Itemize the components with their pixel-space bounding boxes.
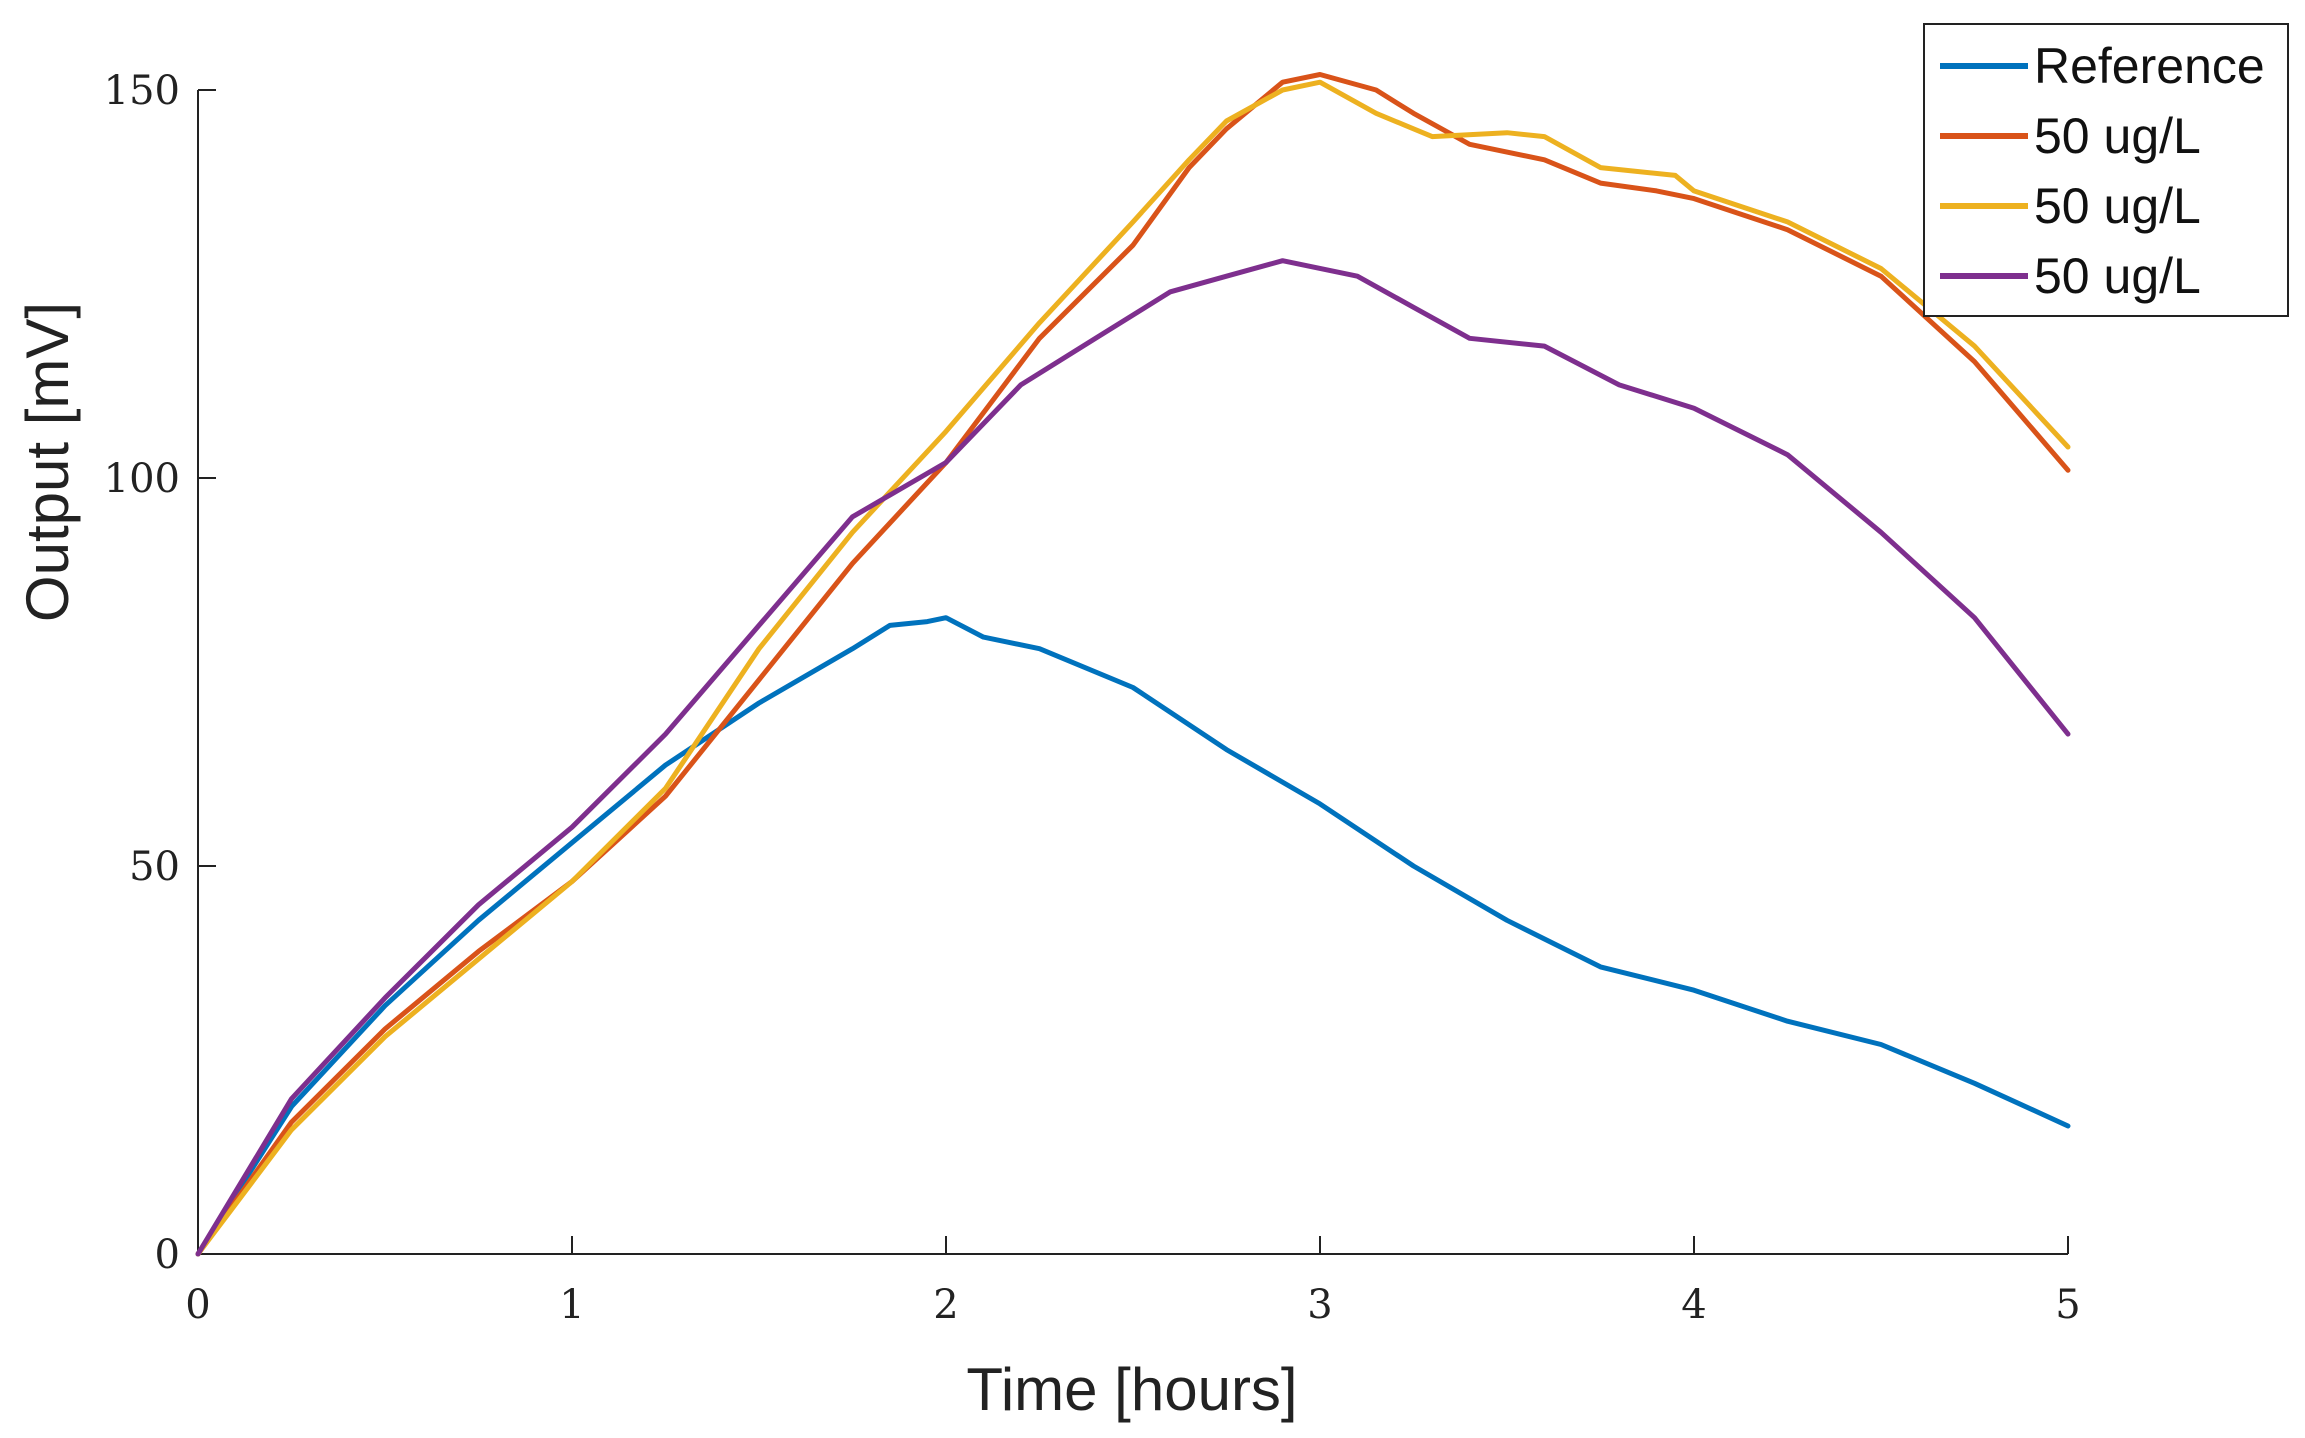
x-tick-label: 0 bbox=[185, 1282, 210, 1328]
x-tick-label: 1 bbox=[559, 1282, 584, 1328]
series-line-4 bbox=[195, 258, 2071, 1257]
series-line-3 bbox=[195, 79, 2071, 1257]
legend-box bbox=[1923, 23, 2289, 317]
x-tick-label: 5 bbox=[2055, 1282, 2080, 1328]
y-tick-label: 50 bbox=[129, 844, 180, 890]
series-line-1 bbox=[195, 615, 2071, 1257]
legend-label-2: 50 ug/L bbox=[2034, 108, 2201, 164]
series-line-2 bbox=[195, 72, 2071, 1257]
x-tick-label: 2 bbox=[933, 1282, 958, 1328]
legend: Reference 50 ug/L 50 ug/L 50 ug/L bbox=[1923, 23, 2289, 317]
x-axis-title: Time [hours] bbox=[966, 1356, 1297, 1423]
y-tick-label: 150 bbox=[104, 68, 180, 114]
x-tick-label: 4 bbox=[1681, 1282, 1706, 1328]
legend-label-1: Reference bbox=[2034, 38, 2265, 94]
y-tick-label: 0 bbox=[155, 1232, 180, 1278]
x-tick-label: 3 bbox=[1307, 1282, 1332, 1328]
legend-label-4: 50 ug/L bbox=[2034, 248, 2201, 304]
y-tick-label: 100 bbox=[104, 456, 180, 502]
series-layer bbox=[195, 72, 2071, 1257]
y-axis-title: Output [mV] bbox=[14, 302, 81, 622]
legend-label-3: 50 ug/L bbox=[2034, 178, 2201, 234]
